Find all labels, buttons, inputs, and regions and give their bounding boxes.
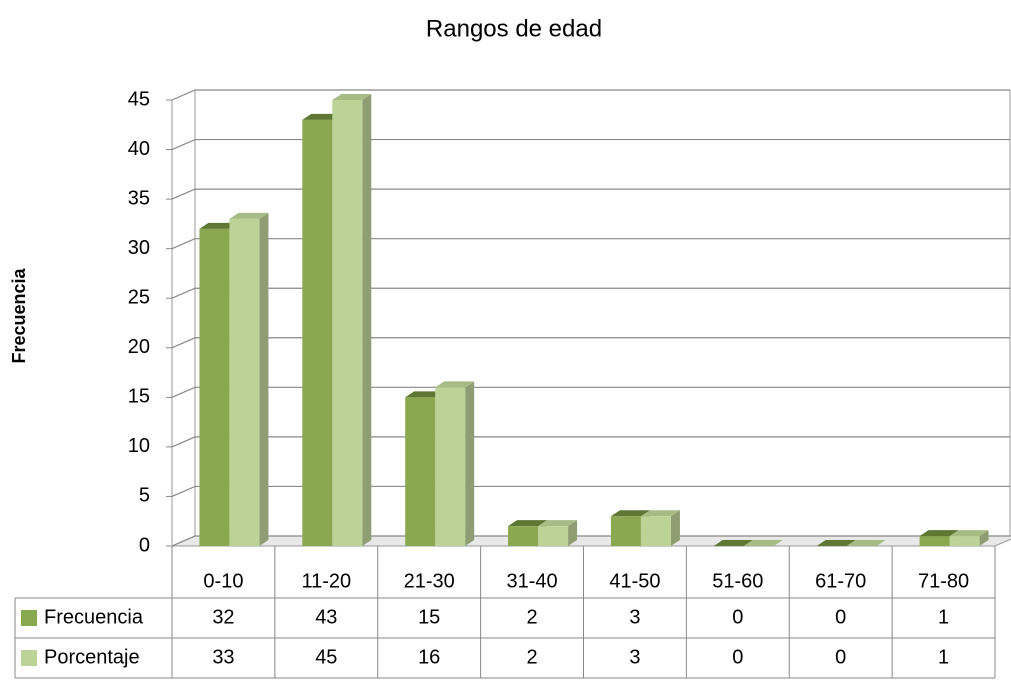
bar-side	[362, 94, 372, 546]
bar	[229, 218, 260, 546]
x-tick-label: 0-10	[203, 570, 243, 592]
bar-side	[568, 520, 578, 546]
grid-line	[171, 287, 1010, 299]
bar-top	[640, 510, 680, 517]
y-tick-label: 0	[139, 534, 150, 556]
bar-side	[979, 530, 989, 546]
y-tick-label: 15	[128, 386, 150, 408]
grid-line	[171, 138, 1010, 151]
bar	[435, 387, 466, 546]
bar-top	[508, 520, 548, 527]
y-tick-label: 30	[128, 237, 150, 259]
bar-top	[610, 510, 650, 517]
bar-top	[435, 381, 475, 388]
y-tick-label: 25	[128, 287, 150, 309]
y-tick-label: 20	[128, 336, 150, 358]
y-tick-label: 10	[128, 435, 150, 457]
bar	[919, 536, 950, 546]
table-value: 3	[629, 646, 640, 668]
floor	[171, 535, 1011, 547]
grid-line	[171, 238, 1010, 250]
table-value: 1	[938, 646, 949, 668]
table-value: 43	[315, 606, 337, 628]
bar	[302, 119, 333, 547]
table-value: 0	[732, 646, 743, 668]
x-tick-label: 31-40	[506, 570, 557, 592]
table-value: 0	[835, 646, 846, 668]
table-value: 0	[835, 606, 846, 628]
x-tick-label: 51-60	[712, 570, 763, 592]
bar	[508, 526, 539, 546]
table-value: 2	[527, 606, 538, 628]
bar	[640, 516, 671, 546]
table-value: 1	[938, 606, 949, 628]
bar	[332, 100, 363, 546]
legend-swatch	[21, 610, 37, 626]
bar-top	[229, 212, 269, 219]
bar-side	[259, 212, 269, 546]
y-axis-label: Frecuencia	[9, 267, 29, 363]
bar-top	[332, 94, 372, 100]
bar-top	[919, 530, 959, 537]
bar	[949, 536, 980, 546]
legend-swatch	[21, 650, 37, 666]
y-tick-label: 40	[128, 138, 150, 160]
bar-top	[302, 113, 342, 120]
bar-top	[846, 540, 886, 546]
y-tick-label: 5	[139, 485, 150, 507]
bar-top	[743, 540, 783, 546]
table-value: 33	[212, 646, 234, 668]
legend-label: Frecuencia	[44, 606, 144, 628]
bar-top	[405, 391, 445, 398]
table-value: 16	[418, 646, 440, 668]
chart-title: Rangos de edad	[426, 15, 602, 42]
legend-label: Porcentaje	[44, 646, 140, 668]
x-tick-label: 11-20	[301, 570, 351, 592]
bar-top	[199, 222, 239, 229]
grid-line	[171, 89, 1010, 101]
table-value: 45	[315, 646, 337, 668]
bar	[610, 516, 641, 546]
x-tick-label: 21-30	[404, 570, 455, 592]
grid-line	[171, 436, 1010, 448]
bar	[538, 526, 569, 546]
y-tick-label: 45	[128, 88, 150, 110]
bar-side	[670, 510, 680, 546]
bar-top	[538, 520, 578, 527]
x-tick-label: 61-70	[815, 570, 866, 592]
bar-top	[816, 540, 856, 546]
bar-side	[465, 381, 475, 546]
grid-line	[171, 485, 1010, 497]
x-tick-label: 71-80	[918, 570, 969, 592]
table-value: 0	[732, 606, 743, 628]
grid-line	[171, 386, 1010, 398]
table-value: 2	[527, 646, 538, 668]
table-value: 3	[629, 606, 640, 628]
grid-line	[171, 337, 1010, 349]
x-tick-label: 41-50	[609, 570, 660, 592]
grid-line	[171, 188, 1010, 200]
bar	[405, 397, 436, 546]
bar-top	[949, 530, 989, 537]
grid-line	[171, 535, 1010, 547]
table-value: 32	[212, 606, 234, 628]
table-value: 15	[418, 606, 440, 628]
bar-top	[713, 540, 753, 546]
y-tick-label: 35	[128, 187, 150, 209]
bar	[199, 228, 230, 546]
